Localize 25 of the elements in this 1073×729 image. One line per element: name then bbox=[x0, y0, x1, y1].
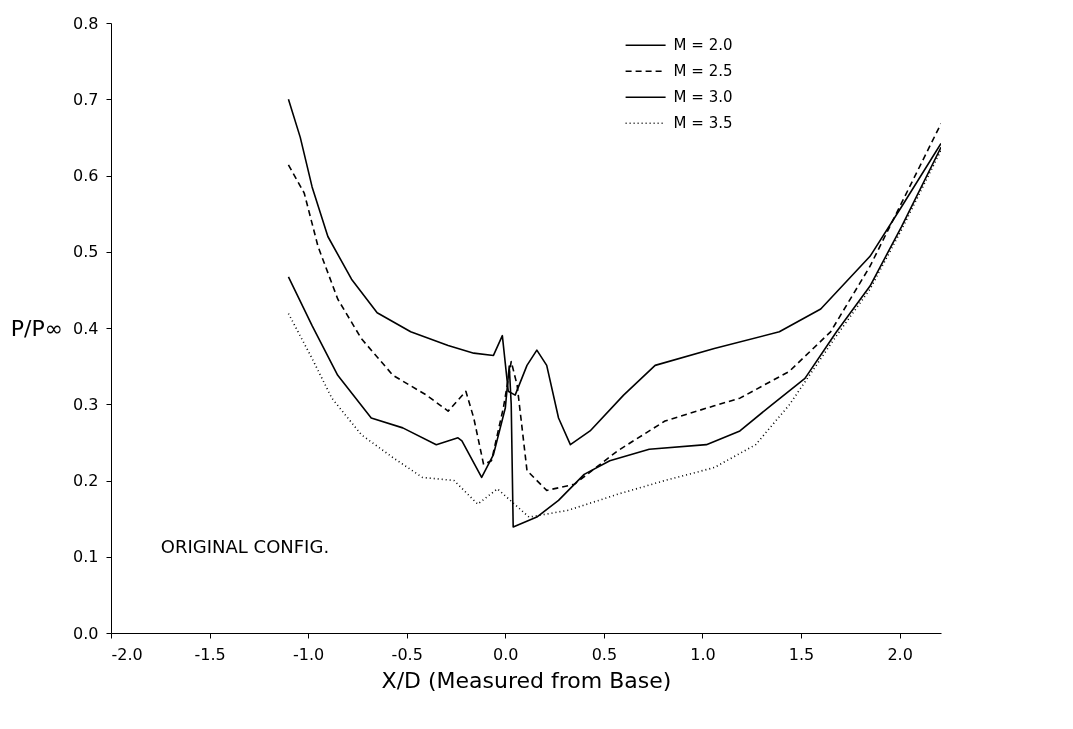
legend-label: M = 3.0 bbox=[673, 88, 733, 107]
x-tick-label: 2.0 bbox=[887, 644, 913, 664]
y-tick-label: 0.3 bbox=[73, 394, 99, 414]
x-axis-title: X/D (Measured from Base) bbox=[381, 667, 672, 693]
y-tick-label: 0.7 bbox=[73, 89, 99, 109]
y-tick-label: 0.2 bbox=[73, 471, 99, 490]
legend-label: M = 2.5 bbox=[673, 62, 733, 81]
y-axis-title: P/P∞ bbox=[10, 315, 64, 341]
x-tick-label: -0.5 bbox=[391, 644, 423, 664]
y-tick-label: 0.0 bbox=[73, 623, 99, 643]
x-tick-label: 1.0 bbox=[690, 644, 716, 664]
x-tick-label: -1.0 bbox=[293, 644, 325, 664]
x-tick-label: -2.0 bbox=[111, 644, 143, 664]
y-tick-label: 0.5 bbox=[73, 242, 99, 262]
x-tick-label: -1.5 bbox=[194, 644, 226, 664]
y-tick-label: 0.6 bbox=[73, 166, 99, 185]
legend-label: M = 3.5 bbox=[673, 114, 733, 133]
legend-label: M = 2.0 bbox=[673, 36, 733, 55]
x-tick-label: 1.5 bbox=[788, 644, 815, 664]
x-tick-label: 0.5 bbox=[591, 644, 618, 664]
x-tick-label: 0.0 bbox=[493, 644, 519, 664]
y-tick-label: 0.4 bbox=[73, 318, 99, 338]
annotation: ORIGINAL CONFIG. bbox=[160, 535, 330, 557]
y-tick-label: 0.1 bbox=[73, 547, 99, 567]
y-tick-label: 0.8 bbox=[73, 13, 99, 33]
